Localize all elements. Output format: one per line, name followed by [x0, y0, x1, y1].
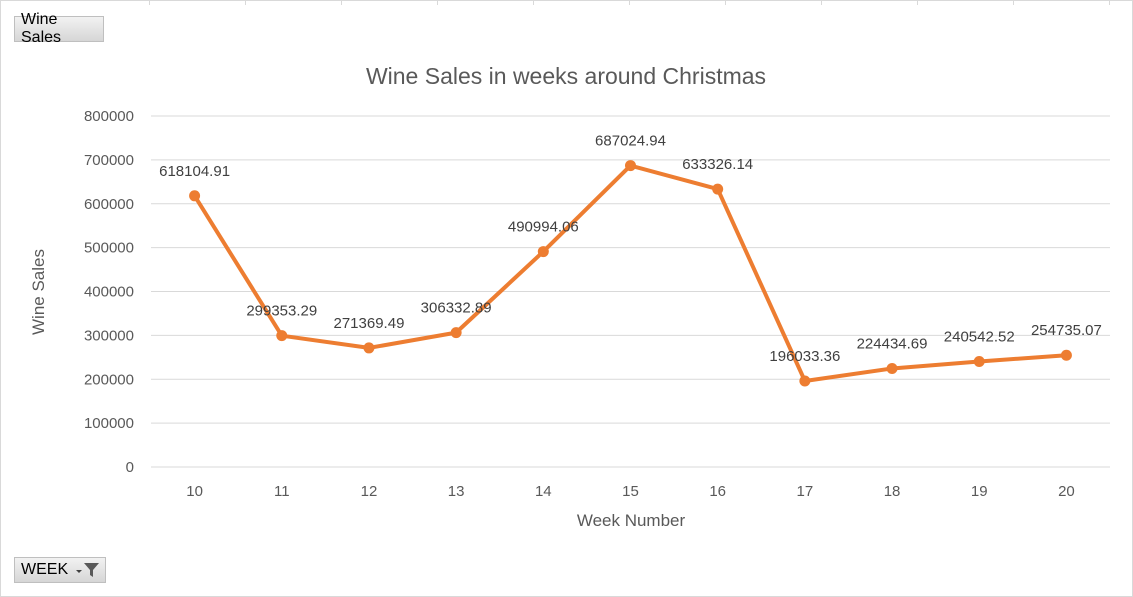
y-tick-label: 200000: [84, 371, 134, 388]
sheet-gridline: [1013, 1, 1014, 5]
data-label: 240542.52: [944, 328, 1015, 345]
data-label: 306332.89: [421, 300, 492, 317]
sheet-gridline: [629, 1, 630, 5]
y-tick-label: 300000: [84, 327, 134, 344]
data-label: 299353.29: [246, 303, 317, 320]
data-label: 490994.06: [508, 219, 579, 236]
x-tick-label: 13: [448, 483, 465, 500]
y-tick-label: 800000: [84, 108, 134, 125]
data-point: [450, 327, 462, 339]
x-tick-label: 12: [361, 483, 378, 500]
y-tick-label: 600000: [84, 196, 134, 213]
data-point: [799, 375, 811, 387]
x-tick-label: 15: [622, 483, 639, 500]
values-field-button[interactable]: Wine Sales: [14, 11, 104, 46]
x-tick-label: 20: [1058, 483, 1075, 500]
sheet-gridline: [437, 1, 438, 5]
sheet-gridline: [341, 1, 342, 5]
y-tick-label: 500000: [84, 240, 134, 257]
y-tick-label: 100000: [84, 415, 134, 432]
data-label: 196033.36: [769, 348, 840, 365]
y-tick-label: 700000: [84, 152, 134, 169]
sheet-gridline: [725, 1, 726, 5]
x-tick-label: 10: [186, 483, 203, 500]
values-field-label: Wine Sales: [21, 11, 62, 46]
data-point: [276, 330, 288, 342]
x-tick-label: 19: [971, 483, 988, 500]
data-point: [973, 355, 985, 367]
sheet-gridline: [917, 1, 918, 5]
data-label: 224434.69: [857, 336, 928, 353]
data-point: [537, 246, 549, 258]
data-point: [1060, 349, 1072, 361]
data-label: 618104.91: [159, 163, 230, 180]
y-tick-label: 400000: [84, 284, 134, 301]
data-label: 687024.94: [595, 133, 666, 150]
sheet-gridline: [245, 1, 246, 5]
data-label: 254735.07: [1031, 322, 1102, 339]
data-label: 271369.49: [334, 315, 405, 332]
sheet-gridline: [1109, 1, 1110, 5]
series-line: [192, 163, 1069, 383]
chart-title: Wine Sales in weeks around Christmas: [366, 63, 766, 89]
x-tick-label: 17: [797, 483, 814, 500]
week-field-button[interactable]: WEEK: [14, 557, 106, 583]
x-tick-label: 18: [884, 483, 901, 500]
x-tick-label: 14: [535, 483, 552, 500]
filter-icon[interactable]: [74, 561, 100, 579]
sheet-gridline: [149, 1, 150, 5]
data-point: [363, 342, 375, 354]
data-label: 633326.14: [682, 156, 753, 173]
x-tick-label: 16: [709, 483, 726, 500]
y-tick-label: 0: [126, 459, 134, 476]
y-axis-label: Wine Sales: [29, 249, 48, 335]
x-axis-label: Week Number: [577, 511, 686, 530]
week-field-label: WEEK: [21, 561, 69, 578]
x-tick-label: 11: [274, 483, 290, 500]
data-point: [886, 363, 898, 375]
sheet-gridline: [533, 1, 534, 5]
data-point: [712, 183, 724, 195]
sheet-gridline: [821, 1, 822, 5]
data-point: [189, 190, 201, 202]
data-point: [625, 160, 636, 172]
